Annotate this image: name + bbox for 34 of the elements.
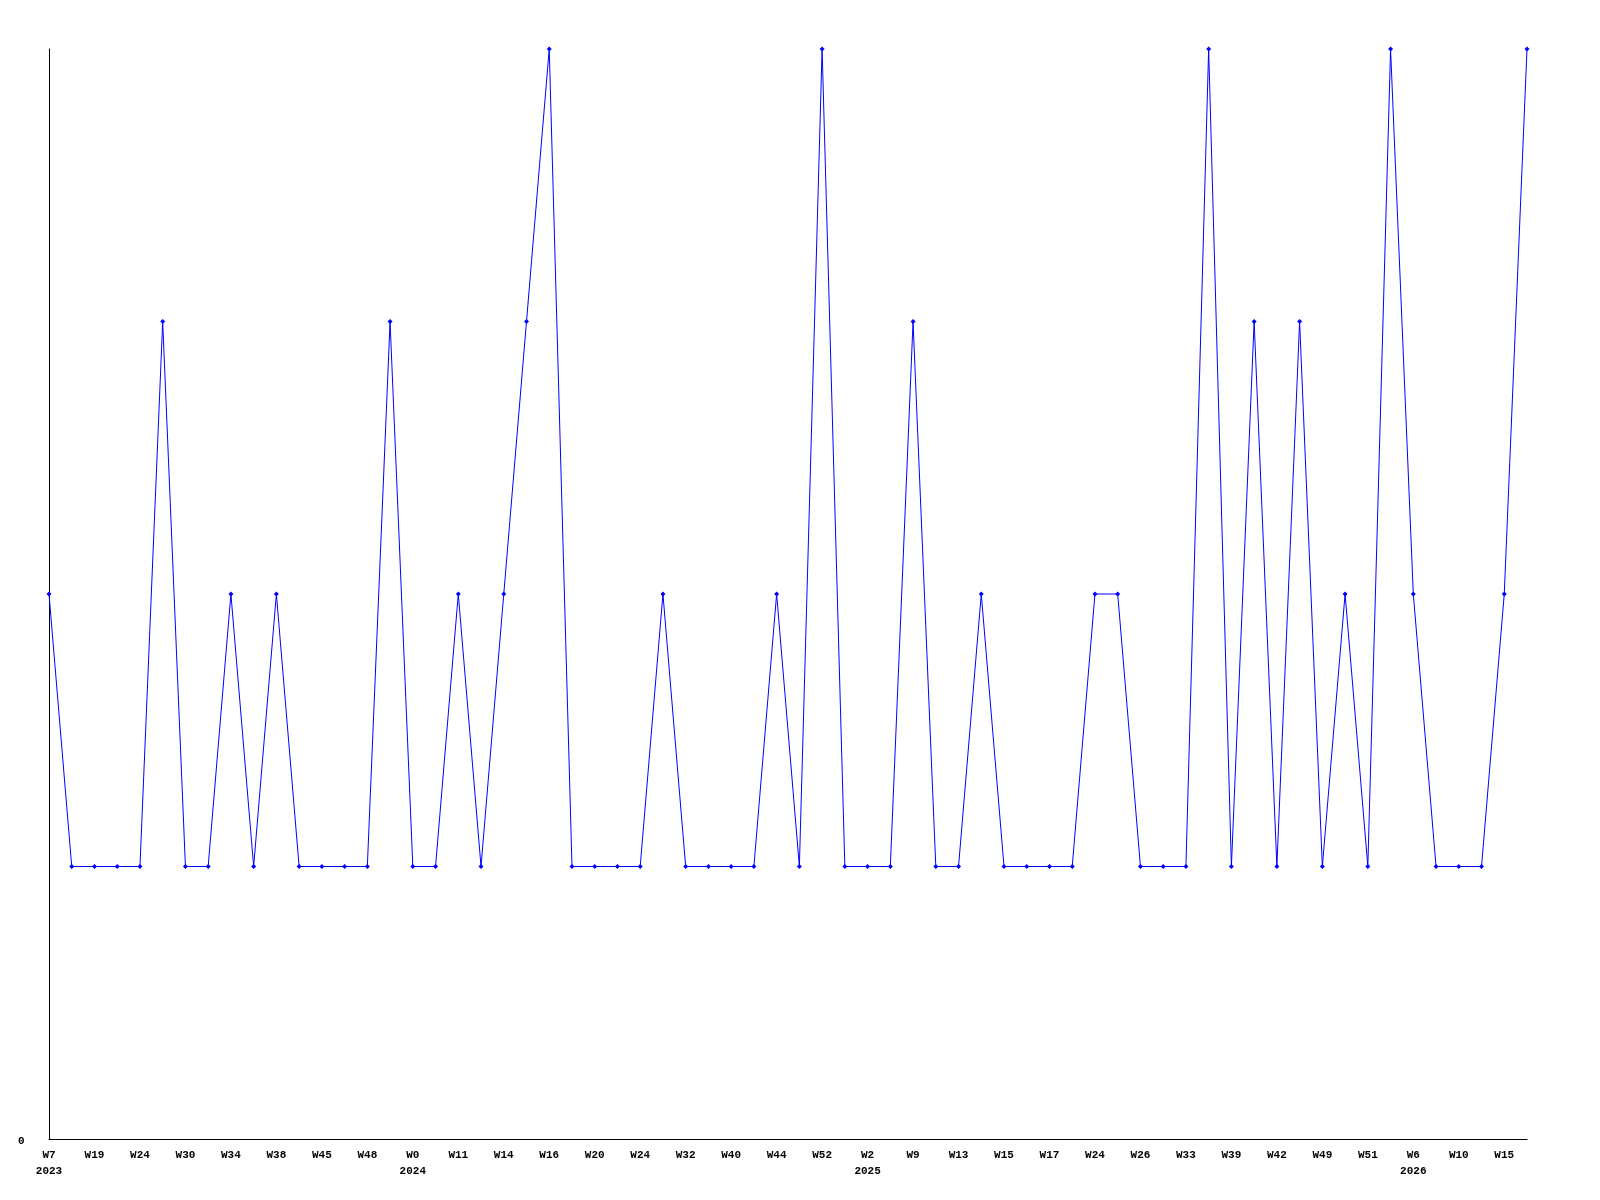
x-tick-label: W24 bbox=[130, 1149, 151, 1161]
x-tick-label: W49 bbox=[1312, 1149, 1333, 1161]
x-tick-label: W24 bbox=[630, 1149, 651, 1161]
x-tick-label: W6 2026 bbox=[1400, 1149, 1427, 1177]
x-tick-label: W14 bbox=[493, 1149, 515, 1161]
x-tick-label: W52 bbox=[812, 1149, 833, 1161]
x-tick-label: W26 bbox=[1130, 1149, 1151, 1161]
x-tick-label: W11 bbox=[448, 1149, 469, 1161]
x-tick-label: W48 bbox=[357, 1149, 378, 1161]
x-tick-label: W15 bbox=[1494, 1149, 1515, 1161]
x-tick-label: W40 bbox=[721, 1149, 742, 1161]
x-tick-label: W17 bbox=[1039, 1149, 1060, 1161]
x-tick-label: W2 2025 bbox=[854, 1149, 882, 1177]
x-tick-label: W7 2023 bbox=[35, 1149, 63, 1177]
x-tick-label: W24 bbox=[1085, 1149, 1106, 1161]
x-tick-label: W34 bbox=[221, 1149, 242, 1161]
x-tick-label: W51 bbox=[1357, 1149, 1379, 1161]
x-tick-label: W39 bbox=[1221, 1149, 1242, 1161]
x-tick-label: W13 bbox=[948, 1149, 969, 1161]
x-tick-label: W44 bbox=[766, 1149, 787, 1161]
x-tick-label: W38 bbox=[266, 1149, 287, 1161]
x-tick-label: W16 bbox=[539, 1149, 560, 1161]
x-tick-label: W20 bbox=[584, 1149, 605, 1161]
text: 0 bbox=[18, 1134, 25, 1147]
x-tick-label: W30 bbox=[175, 1149, 196, 1161]
x-tick-label: W32 bbox=[675, 1149, 696, 1161]
x-tick-label: W15 bbox=[994, 1149, 1015, 1161]
x-tick-label: W0 2024 bbox=[399, 1149, 427, 1177]
x-tick-label: W19 bbox=[84, 1149, 105, 1161]
x-tick-label: W45 bbox=[311, 1149, 333, 1161]
x-tick-label: W10 bbox=[1448, 1149, 1469, 1161]
x-tick-label: W33 bbox=[1176, 1149, 1197, 1161]
x-tick-label: W9 bbox=[906, 1149, 920, 1161]
x-tick-label: W42 bbox=[1266, 1149, 1287, 1161]
